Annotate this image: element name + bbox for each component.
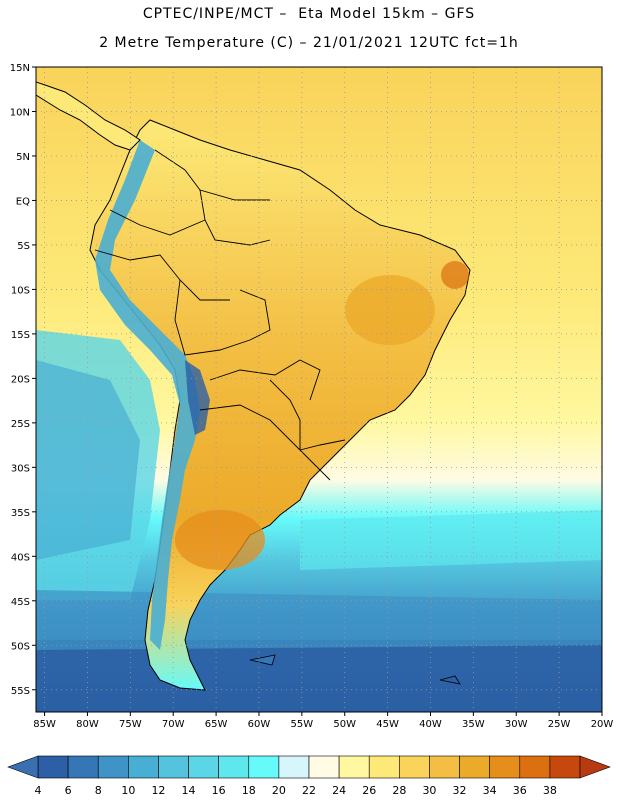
northeast-hot-spot — [441, 261, 469, 289]
lat-label: 5N — [16, 152, 30, 163]
lat-label: 55S — [11, 686, 30, 697]
colorbar-swatches — [37, 755, 581, 779]
lon-label: 20W — [591, 719, 614, 730]
lon-label: 85W — [33, 719, 56, 730]
lat-label: 15N — [10, 63, 30, 74]
colorbar-swatch — [37, 755, 69, 779]
colorbar-high-arrow — [579, 755, 611, 779]
lat-label: 10N — [10, 107, 30, 118]
lat-label: 50S — [11, 641, 30, 652]
argentina-hot-region — [175, 510, 265, 570]
colorbar-label: 30 — [422, 784, 436, 797]
colorbar-swatch — [308, 755, 340, 779]
lon-label: 80W — [76, 719, 99, 730]
colorbar-low-arrow — [7, 755, 39, 779]
colorbar-label: 22 — [302, 784, 316, 797]
lat-label: EQ — [16, 196, 30, 207]
colorbar-label: 34 — [483, 784, 497, 797]
colorbar-swatch — [459, 755, 490, 779]
temperature-map: 15N 10N 5N EQ 5S 10S 15S 20S 25S 30S 35S 40S 45S 50S 5… — [10, 63, 614, 730]
south-atlantic-cold-region — [36, 590, 602, 650]
lat-label: 40S — [11, 552, 30, 563]
lat-label: 20S — [11, 374, 30, 385]
lon-label: 25W — [548, 719, 571, 730]
colorbar-swatch — [188, 755, 219, 779]
lon-label: 35W — [462, 719, 485, 730]
latitude-labels: 15N 10N 5N EQ 5S 10S 15S 20S 25S 30S 35S 40S 45S 50S 5… — [10, 63, 30, 697]
brazil-hot-region — [345, 275, 435, 345]
colorbar-swatch — [97, 755, 129, 779]
lon-label: 45W — [376, 719, 399, 730]
chart-title-line1: CPTEC/INPE/MCT – Eta Model 15km – GFS — [142, 6, 476, 22]
colorbar-label: 18 — [242, 784, 256, 797]
south-georgia-island — [439, 675, 461, 685]
southern-ocean-region — [36, 640, 602, 712]
falkland-islands — [249, 654, 276, 666]
colorbar-swatch — [248, 755, 280, 779]
lat-label: 45S — [11, 597, 30, 608]
lat-label: 35S — [11, 508, 30, 519]
colorbar-label: 10 — [121, 784, 135, 797]
latitude-ticks — [32, 66, 36, 691]
lon-label: 75W — [119, 719, 142, 730]
pacific-cold-region — [36, 360, 140, 560]
map-frame — [35, 66, 603, 713]
lon-label: 50W — [333, 719, 356, 730]
colorbar-swatch — [549, 755, 581, 779]
lat-label: 5S — [17, 241, 30, 252]
colorbar-swatch — [519, 755, 551, 779]
colorbar-label: 20 — [272, 784, 286, 797]
colorbar-label: 38 — [543, 784, 557, 797]
colorbar-label: 16 — [212, 784, 226, 797]
colorbar-label: 32 — [453, 784, 467, 797]
lon-label: 40W — [419, 719, 442, 730]
lon-label: 65W — [205, 719, 228, 730]
colorbar-label: 24 — [332, 784, 346, 797]
atlantic-cool-band — [300, 510, 602, 570]
colorbar-swatch — [399, 755, 430, 779]
colorbar-swatch — [429, 755, 460, 779]
lon-label: 70W — [162, 719, 185, 730]
lon-label: 30W — [505, 719, 528, 730]
map-plot-area — [36, 67, 602, 712]
lon-label: 60W — [248, 719, 271, 730]
colorbar-swatch — [128, 755, 159, 779]
colorbar-label: 8 — [95, 784, 102, 797]
colorbar-swatch — [67, 755, 99, 779]
colorbar-swatch — [218, 755, 250, 779]
andes-cold-strip — [95, 140, 200, 650]
colorbar-label: 12 — [151, 784, 165, 797]
lat-label: 10S — [11, 285, 30, 296]
longitude-labels: 85W 80W 75W 70W 65W 60W 55W 50W 45W 40W 35W 30W 25W 2… — [33, 719, 613, 730]
country-borders — [94, 149, 346, 481]
colorbar-swatch — [338, 755, 370, 779]
colorbar-label: 36 — [513, 784, 527, 797]
central-america-landmass — [36, 81, 141, 151]
colorbar-swatch — [489, 755, 521, 779]
colorbar-label: 26 — [362, 784, 376, 797]
temperature-colorbar: 4 6 8 10 12 14 16 18 20 22 24 26 28 30 32 34 36 38 — [7, 755, 611, 797]
lat-label: 30S — [11, 463, 30, 474]
lon-label: 55W — [291, 719, 314, 730]
colorbar-swatch — [368, 755, 400, 779]
colorbar-swatch — [278, 755, 310, 779]
lat-label: 15S — [11, 330, 30, 341]
colorbar-label: 14 — [182, 784, 196, 797]
lat-label: 25S — [11, 419, 30, 430]
colorbar-label: 4 — [35, 784, 42, 797]
longitude-ticks — [44, 712, 603, 716]
colorbar-swatch — [158, 755, 189, 779]
colorbar-label: 6 — [65, 784, 72, 797]
colorbar-label: 28 — [392, 784, 406, 797]
colorbar-labels: 4 6 8 10 12 14 16 18 20 22 24 26 28 30 32 34 36 38 — [35, 784, 557, 797]
chart-title-line2: 2 Metre Temperature (C) – 21/01/2021 12U… — [99, 35, 519, 51]
